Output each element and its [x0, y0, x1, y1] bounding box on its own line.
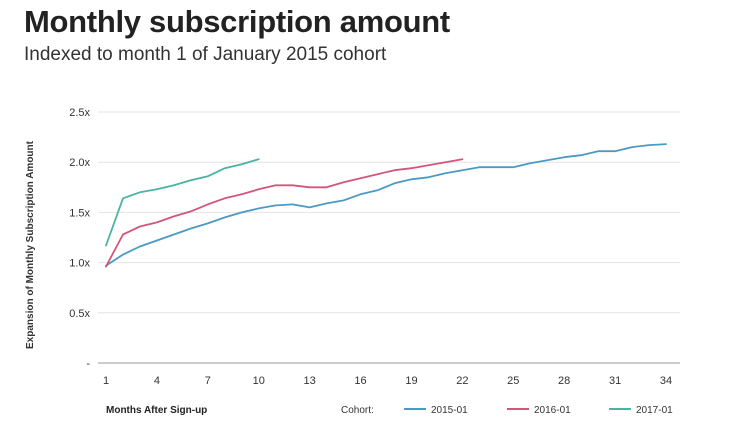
x-tick-label: 10: [253, 375, 265, 387]
y-tick-label: -: [86, 358, 90, 370]
y-tick-label: 2.0x: [69, 157, 90, 169]
chart-subtitle: Indexed to month 1 of January 2015 cohor…: [24, 44, 387, 65]
x-tick-label: 31: [609, 375, 621, 387]
series-line-2016-01: [105, 158, 464, 268]
gridlines: [98, 111, 680, 364]
x-axis-label: Months After Sign-up: [106, 405, 207, 416]
series-line-2017-01: [105, 158, 260, 247]
x-axis-ticks: 1 4 7 10 13 16 19 22 25 28 31 34: [103, 375, 672, 387]
series-lines: [105, 143, 667, 268]
series-line-2015-01: [105, 143, 667, 267]
y-axis-label: Expansion of Monthly Subscription Amount: [25, 140, 36, 349]
legend-title: Cohort:: [341, 405, 374, 416]
y-tick-label: 2.5x: [69, 107, 90, 119]
x-tick-label: 16: [354, 375, 366, 387]
y-tick-label: 0.5x: [69, 308, 90, 320]
legend-entry-2016-01: 2016-01: [534, 405, 571, 416]
x-tick-label: 34: [660, 375, 672, 387]
x-tick-label: 13: [304, 375, 316, 387]
legend-entry-2017-01: 2017-01: [636, 405, 673, 416]
x-tick-label: 4: [154, 375, 160, 387]
x-tick-label: 25: [507, 375, 519, 387]
x-tick-label: 28: [558, 375, 570, 387]
x-tick-label: 19: [405, 375, 417, 387]
y-tick-label: 1.5x: [69, 207, 90, 219]
x-tick-label: 7: [205, 375, 211, 387]
legend-entry-2015-01: 2015-01: [431, 405, 468, 416]
x-tick-label: 22: [456, 375, 468, 387]
y-tick-label: 1.0x: [69, 258, 90, 270]
x-tick-label: 1: [103, 375, 109, 387]
legend: Cohort: 2015-01 2016-01 2017-01: [341, 405, 673, 416]
y-axis-ticks: - 0.5x 1.0x 1.5x 2.0x 2.5x: [69, 107, 90, 370]
chart-title: Monthly subscription amount: [24, 4, 450, 39]
